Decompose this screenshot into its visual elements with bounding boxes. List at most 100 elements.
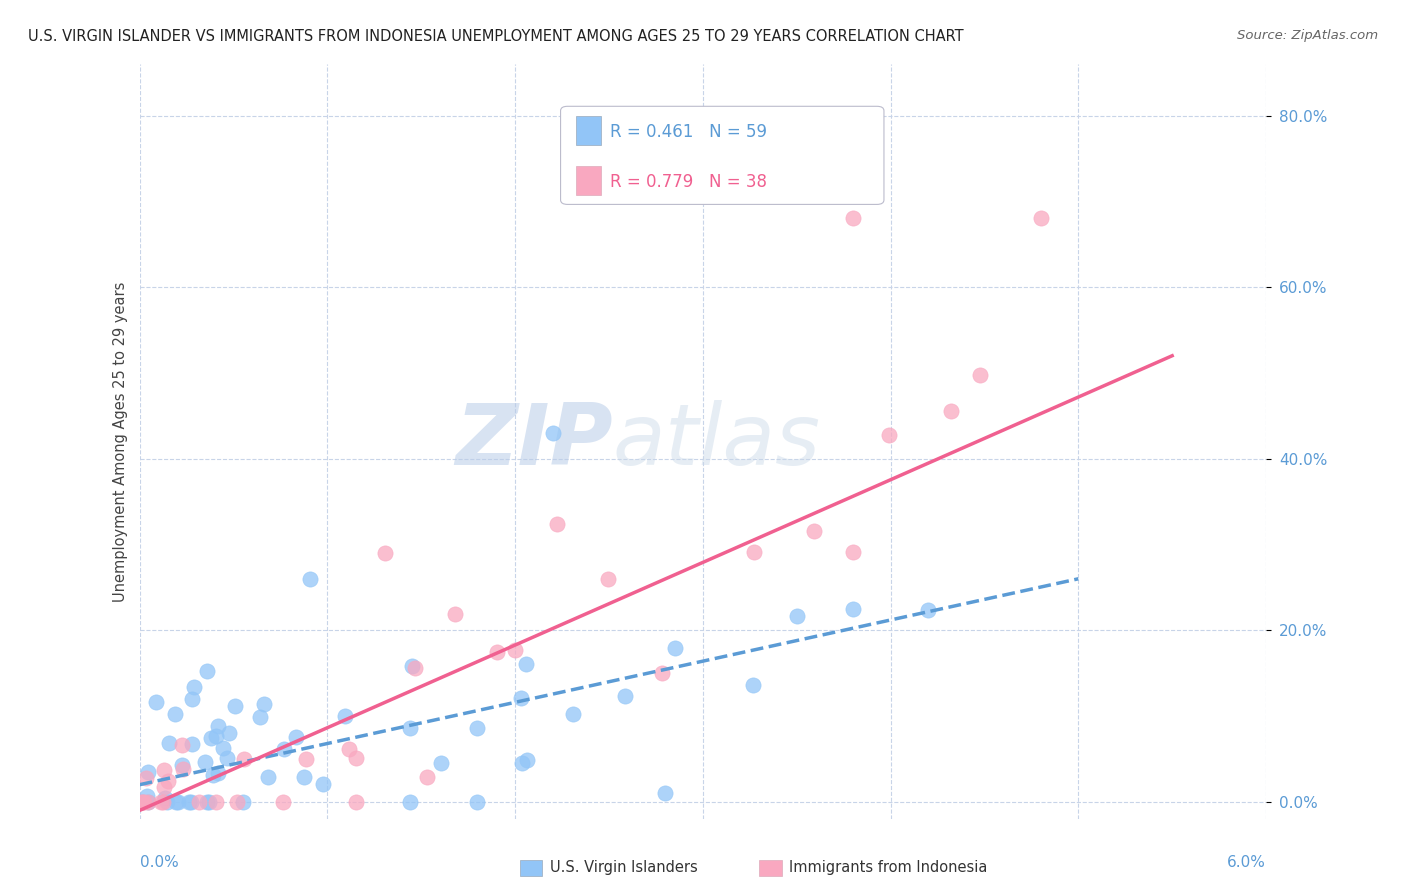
- Point: [135, 771, 157, 785]
- Point: [516, 753, 538, 767]
- Point: [842, 545, 865, 559]
- Point: [134, 795, 156, 809]
- Point: [299, 572, 322, 586]
- Point: [510, 690, 533, 705]
- Point: [294, 770, 316, 784]
- Point: [207, 719, 229, 733]
- Point: [155, 795, 177, 809]
- Point: [183, 680, 205, 694]
- Point: [917, 603, 939, 617]
- Point: [803, 524, 825, 538]
- Y-axis label: Unemployment Among Ages 25 to 29 years: Unemployment Among Ages 25 to 29 years: [114, 281, 128, 602]
- Point: [180, 795, 202, 809]
- Point: [157, 736, 180, 750]
- Point: [541, 425, 564, 440]
- Point: [165, 795, 187, 809]
- Point: [404, 660, 426, 674]
- Point: [170, 758, 193, 772]
- Point: [205, 795, 228, 809]
- Point: [654, 786, 676, 800]
- Point: [467, 722, 489, 736]
- Point: [163, 706, 186, 721]
- Point: [295, 752, 318, 766]
- Point: [152, 780, 174, 794]
- Text: U.S. VIRGIN ISLANDER VS IMMIGRANTS FROM INDONESIA UNEMPLOYMENT AMONG AGES 25 TO : U.S. VIRGIN ISLANDER VS IMMIGRANTS FROM …: [28, 29, 963, 44]
- Point: [742, 544, 765, 558]
- Point: [503, 642, 526, 657]
- Point: [485, 645, 508, 659]
- Point: [374, 546, 396, 560]
- Point: [312, 777, 335, 791]
- Point: [215, 751, 238, 765]
- Point: [207, 765, 229, 780]
- Point: [515, 657, 537, 672]
- Point: [195, 795, 218, 809]
- Text: Immigrants from Indonesia: Immigrants from Indonesia: [789, 861, 987, 875]
- Text: R = 0.461   N = 59: R = 0.461 N = 59: [610, 123, 766, 141]
- Point: [181, 692, 204, 706]
- Text: atlas: atlas: [613, 400, 821, 483]
- Point: [180, 737, 202, 751]
- Point: [153, 764, 176, 778]
- Point: [152, 795, 174, 809]
- Point: [204, 729, 226, 743]
- Point: [443, 607, 465, 621]
- Point: [741, 678, 763, 692]
- Point: [224, 699, 246, 714]
- Text: Source: ZipAtlas.com: Source: ZipAtlas.com: [1237, 29, 1378, 42]
- Text: 6.0%: 6.0%: [1227, 855, 1265, 870]
- Point: [284, 731, 307, 745]
- Point: [333, 709, 356, 723]
- Point: [233, 752, 256, 766]
- Point: [877, 428, 900, 442]
- Point: [253, 697, 276, 711]
- Text: U.S. Virgin Islanders: U.S. Virgin Islanders: [550, 861, 697, 875]
- Point: [129, 795, 152, 809]
- Point: [212, 741, 235, 756]
- Point: [201, 768, 224, 782]
- Point: [337, 742, 360, 756]
- Point: [131, 795, 153, 809]
- Point: [344, 750, 367, 764]
- Point: [172, 762, 194, 776]
- Point: [200, 731, 222, 745]
- Point: [939, 404, 962, 418]
- Point: [969, 368, 991, 382]
- Point: [786, 608, 808, 623]
- Point: [249, 710, 271, 724]
- Point: [166, 795, 188, 809]
- Point: [398, 795, 420, 809]
- Point: [170, 738, 193, 752]
- Point: [510, 756, 533, 771]
- Point: [197, 664, 219, 678]
- Point: [430, 756, 453, 770]
- Point: [596, 572, 619, 586]
- Point: [177, 795, 200, 809]
- Point: [149, 795, 172, 809]
- Point: [226, 795, 249, 809]
- Point: [842, 211, 865, 226]
- Text: 0.0%: 0.0%: [139, 855, 179, 870]
- Point: [664, 640, 686, 655]
- Point: [1029, 211, 1052, 226]
- Point: [401, 658, 423, 673]
- Text: ZIP: ZIP: [456, 400, 613, 483]
- Point: [138, 764, 160, 779]
- Point: [187, 795, 209, 809]
- Point: [561, 706, 583, 721]
- Point: [131, 795, 153, 809]
- Point: [157, 773, 180, 788]
- Point: [197, 795, 219, 809]
- Point: [136, 789, 159, 804]
- Point: [193, 755, 215, 769]
- Text: R = 0.779   N = 38: R = 0.779 N = 38: [610, 173, 766, 191]
- Point: [155, 791, 177, 805]
- Point: [136, 795, 159, 809]
- Point: [399, 721, 422, 735]
- Point: [546, 516, 568, 531]
- Point: [273, 742, 295, 756]
- Point: [232, 795, 254, 809]
- Point: [271, 795, 294, 809]
- Point: [344, 795, 367, 809]
- Point: [136, 795, 159, 809]
